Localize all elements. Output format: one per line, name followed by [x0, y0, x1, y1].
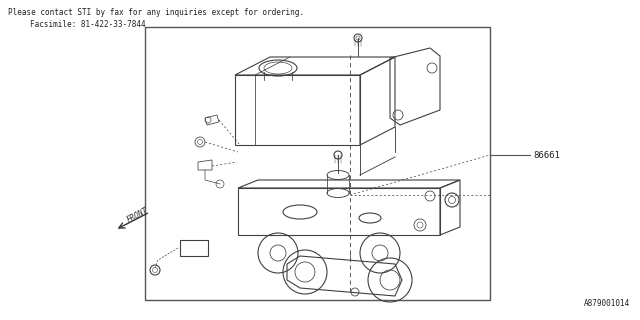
Bar	[145, 27, 490, 300]
Bar	[180, 240, 208, 256]
Text: A879001014: A879001014	[584, 299, 630, 308]
Text: 86661: 86661	[533, 150, 560, 159]
Text: Please contact STI by fax for any inquiries except for ordering.: Please contact STI by fax for any inquir…	[8, 8, 304, 17]
Text: Facsimile: 81-422-33-7844: Facsimile: 81-422-33-7844	[30, 20, 146, 29]
Text: FRONT: FRONT	[125, 206, 150, 225]
